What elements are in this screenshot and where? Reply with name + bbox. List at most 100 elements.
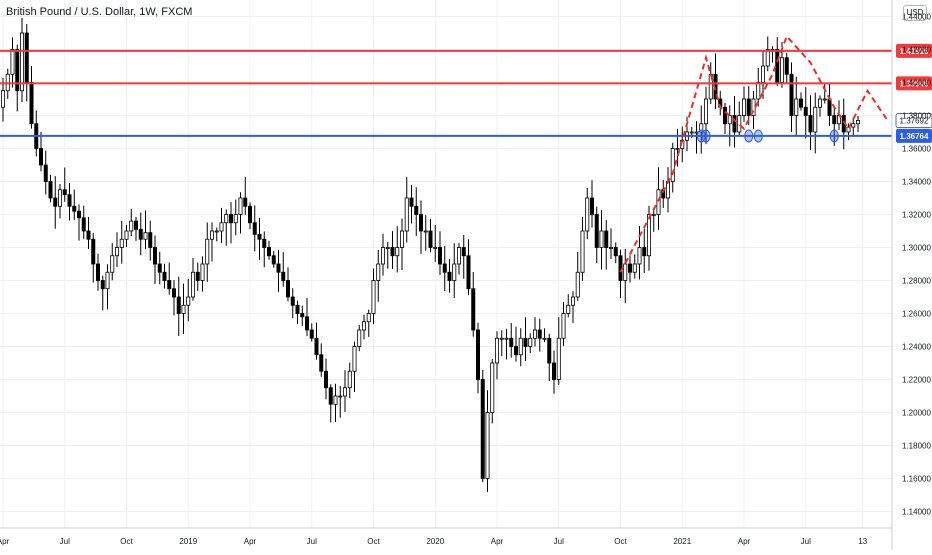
candle-body	[24, 32, 29, 83]
candle-body	[96, 263, 101, 281]
candle-body	[599, 230, 604, 248]
candle-body	[157, 263, 162, 273]
x-tick-label: Oct	[367, 537, 380, 546]
candle-body	[285, 280, 290, 298]
candle-body	[176, 296, 181, 314]
candle-body	[67, 194, 72, 207]
candle-body	[552, 362, 557, 380]
candle-body	[742, 98, 747, 116]
candle-body	[813, 106, 818, 133]
candle-body	[43, 164, 48, 182]
candle-body	[504, 337, 509, 340]
candle-body	[494, 337, 499, 364]
candle-body	[110, 255, 115, 273]
candle-body	[675, 148, 680, 150]
candle-body	[656, 189, 661, 215]
candle-body	[243, 197, 248, 207]
candle-body	[152, 247, 157, 265]
candle-body	[304, 316, 309, 331]
x-tick-label: Apr	[0, 537, 10, 546]
x-tick-label: Jul	[801, 537, 811, 546]
candle-body	[333, 395, 338, 405]
candle-body	[461, 247, 466, 257]
candle-body	[295, 304, 300, 314]
y-tick-label: 1.22000	[902, 376, 931, 385]
x-tick-label: Oct	[120, 537, 133, 546]
candle-body	[376, 263, 381, 281]
candle-body	[133, 220, 138, 230]
candle-body	[637, 247, 642, 265]
candle-body	[856, 120, 861, 125]
annotations	[619, 34, 888, 273]
candle-body	[737, 115, 742, 133]
candle-body	[129, 220, 134, 232]
x-tick-label: Apr	[738, 537, 751, 546]
candle-body	[466, 255, 471, 290]
last-price-label: 1.37692	[900, 117, 929, 126]
candle-body	[822, 98, 827, 101]
candle-body	[257, 233, 262, 240]
candle-body	[219, 222, 224, 232]
y-tick-label: 1.34000	[902, 178, 931, 187]
candle-body	[86, 230, 91, 240]
candle-body	[366, 313, 371, 323]
x-tick-label: 2020	[426, 537, 444, 546]
candle-body	[58, 189, 63, 207]
y-tick-label: 1.28000	[902, 277, 931, 286]
candle-body	[704, 98, 709, 125]
price-level-label: 1.36764	[900, 132, 929, 141]
grid	[0, 0, 892, 528]
candle-body	[181, 304, 186, 314]
candle-body	[228, 214, 233, 224]
y-tick-label: 1.38000	[902, 112, 931, 121]
candle-body	[832, 115, 837, 125]
candle-body	[399, 230, 404, 248]
candle-body	[808, 115, 813, 133]
chart-title: British Pound / U.S. Dollar, 1W, FXCM	[6, 6, 193, 18]
candle-body	[72, 205, 77, 212]
candle-body	[609, 247, 614, 249]
candle-body	[195, 271, 200, 281]
candle-body	[784, 57, 789, 75]
candle-body	[827, 98, 832, 116]
candle-body	[124, 230, 129, 240]
candle-body	[613, 247, 618, 257]
candle-body	[252, 222, 257, 235]
candle-body	[15, 49, 20, 92]
candle-body	[385, 247, 390, 249]
candle-body	[651, 214, 656, 216]
candle-body	[480, 379, 485, 479]
candle-body	[214, 230, 219, 233]
currency-badge[interactable]: USD	[903, 5, 927, 21]
candle-body	[190, 271, 195, 298]
candle-body	[523, 337, 528, 347]
candle-body	[300, 313, 305, 318]
candle-body	[765, 49, 770, 67]
candle-body	[271, 255, 276, 265]
pattern-annotation	[619, 34, 888, 273]
price-levels: 1.41916 1.39946 1.36764 1.37692	[0, 43, 932, 143]
price-level-tag	[896, 43, 932, 58]
candle-body	[352, 346, 357, 372]
candle-body	[247, 205, 252, 224]
candle-body	[48, 181, 53, 199]
candle-body	[571, 296, 576, 306]
candle-body	[186, 296, 191, 306]
candle-body	[323, 370, 328, 389]
y-tick-label: 1.26000	[902, 310, 931, 319]
candle-body	[418, 214, 423, 232]
candle-body	[380, 247, 385, 265]
candle-body	[642, 247, 647, 257]
candle-body	[547, 337, 552, 364]
candle-body	[751, 98, 756, 116]
candle-body	[209, 230, 214, 240]
candle-body	[632, 263, 637, 273]
candle-body	[433, 247, 438, 249]
candle-body	[238, 197, 243, 215]
candle-body	[100, 280, 105, 290]
y-tick-label: 1.40000	[902, 79, 931, 88]
candle-body	[371, 280, 376, 314]
candle-body	[590, 197, 595, 215]
